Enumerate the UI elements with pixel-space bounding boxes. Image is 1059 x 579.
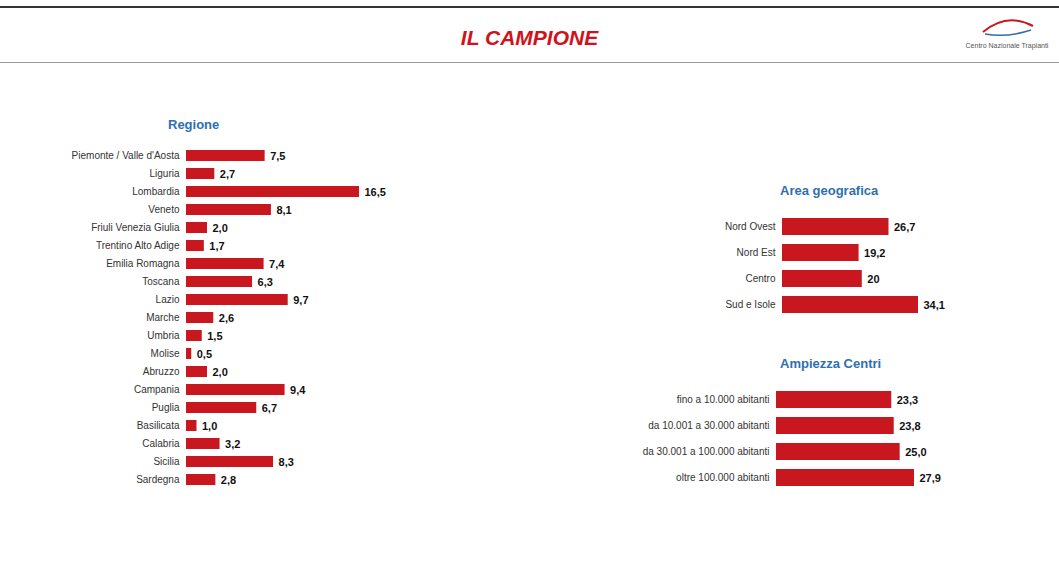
svg-text:Umbria: Umbria	[147, 330, 180, 341]
svg-text:Nord Est: Nord Est	[737, 247, 776, 258]
svg-text:2,0: 2,0	[212, 366, 227, 378]
svg-text:3,2: 3,2	[225, 438, 240, 450]
svg-text:8,1: 8,1	[276, 204, 291, 216]
svg-text:27,9: 27,9	[920, 472, 941, 484]
svg-text:8,3: 8,3	[279, 456, 294, 468]
svg-text:2,0: 2,0	[212, 222, 227, 234]
svg-text:7,4: 7,4	[269, 258, 285, 270]
svg-text:2,7: 2,7	[220, 168, 235, 180]
svg-text:Sud e Isole: Sud e Isole	[725, 299, 775, 310]
svg-text:6,7: 6,7	[262, 402, 277, 414]
svg-text:Marche: Marche	[146, 312, 180, 323]
svg-text:0,5: 0,5	[197, 348, 212, 360]
svg-text:25,0: 25,0	[905, 446, 926, 458]
svg-text:20: 20	[867, 273, 879, 285]
svg-text:1,5: 1,5	[207, 330, 222, 342]
svg-text:Toscana: Toscana	[142, 276, 180, 287]
svg-text:da 10.001 a 30.000 abitanti: da 10.001 a 30.000 abitanti	[648, 420, 769, 431]
html-text:Regione: Regione	[168, 117, 220, 132]
svg-text:da 30.001 a 100.000 abitanti: da 30.001 a 100.000 abitanti	[643, 446, 770, 457]
html-text:Centro Nazionale Trapianti: Centro Nazionale Trapianti	[965, 42, 1049, 49]
svg-text:Emilia Romagna: Emilia Romagna	[106, 258, 180, 269]
html-text:Ampiezza Centri: Ampiezza Centri	[780, 356, 882, 371]
svg-text:Sicilia: Sicilia	[153, 456, 180, 467]
svg-text:9,7: 9,7	[293, 294, 308, 306]
svg-text:Basilicata: Basilicata	[137, 420, 180, 431]
svg-text:2,6: 2,6	[219, 312, 234, 324]
svg-text:Molise: Molise	[151, 348, 180, 359]
html-text:IL CAMPIONE: IL CAMPIONE	[460, 26, 599, 49]
svg-text:Lombardia: Lombardia	[132, 186, 180, 197]
svg-text:1,0: 1,0	[202, 420, 217, 432]
svg-text:16,5: 16,5	[365, 186, 386, 198]
svg-text:oltre 100.000 abitanti: oltre 100.000 abitanti	[676, 472, 769, 483]
svg-text:Veneto: Veneto	[148, 204, 180, 215]
svg-text:Calabria: Calabria	[142, 438, 180, 449]
svg-text:Nord Ovest: Nord Ovest	[725, 221, 776, 232]
svg-text:23,8: 23,8	[899, 420, 920, 432]
svg-text:Piemonte / Valle d'Aosta: Piemonte / Valle d'Aosta	[72, 150, 180, 161]
svg-text:Abruzzo: Abruzzo	[143, 366, 180, 377]
svg-text:Friuli Venezia Giulia: Friuli Venezia Giulia	[91, 222, 180, 233]
svg-text:6,3: 6,3	[258, 276, 273, 288]
svg-text:19,2: 19,2	[864, 247, 885, 259]
svg-text:Trentino Alto Adige: Trentino Alto Adige	[96, 240, 180, 251]
svg-text:34,1: 34,1	[924, 299, 945, 311]
svg-text:Sardegna: Sardegna	[136, 474, 180, 485]
svg-text:Centro: Centro	[745, 273, 775, 284]
svg-text:26,7: 26,7	[894, 221, 915, 233]
svg-text:9,4: 9,4	[290, 384, 306, 396]
svg-text:fino a 10.000 abitanti: fino a 10.000 abitanti	[677, 394, 770, 405]
svg-text:Liguria: Liguria	[149, 168, 179, 179]
svg-text:Puglia: Puglia	[152, 402, 180, 413]
svg-text:1,7: 1,7	[209, 240, 224, 252]
svg-text:23,3: 23,3	[897, 394, 918, 406]
svg-text:Lazio: Lazio	[156, 294, 180, 305]
svg-text:Campania: Campania	[134, 384, 180, 395]
html-text:Area geografica: Area geografica	[780, 183, 879, 198]
svg-text:2,8: 2,8	[221, 474, 236, 486]
svg-text:7,5: 7,5	[270, 150, 285, 162]
